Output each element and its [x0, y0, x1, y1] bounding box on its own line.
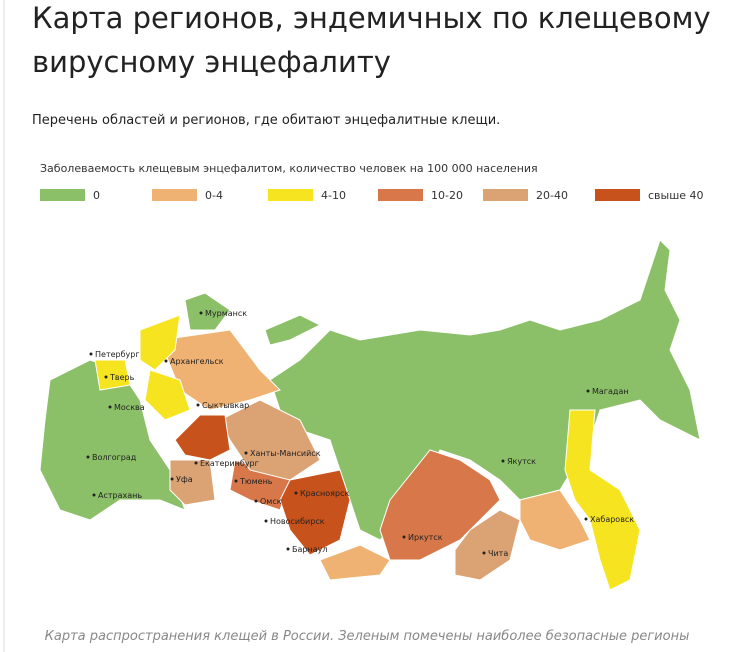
- region: [159, 329, 281, 411]
- city-dot: [194, 461, 198, 465]
- city-label: Хабаровск: [590, 515, 634, 524]
- title: Карта регионов, эндемичных по клещевому: [32, 1, 711, 35]
- region: [454, 509, 521, 581]
- city-dot: [402, 535, 406, 539]
- city-label: Ханты-Мансийск: [250, 449, 321, 458]
- city-label: Якутск: [507, 457, 536, 466]
- city-label: Астрахань: [98, 491, 142, 500]
- city-dot: [199, 311, 203, 315]
- city-label: Чита: [488, 549, 508, 558]
- city-dot: [264, 519, 268, 523]
- legend-label: 20-40: [536, 189, 568, 202]
- city-label: Барнаул: [292, 545, 327, 554]
- region: [94, 359, 131, 391]
- region: [174, 414, 231, 461]
- city-label: Тверь: [109, 373, 135, 382]
- legend-label: 0: [93, 189, 100, 202]
- legend: 0 0-4 4-10 10-20 20-40 свыше 40: [40, 189, 704, 202]
- region: [319, 544, 391, 581]
- city-dot: [89, 352, 93, 356]
- city-label: Петербург: [95, 350, 140, 359]
- region: [379, 449, 501, 561]
- city-dot: [234, 479, 238, 483]
- legend-swatch: [268, 189, 313, 201]
- city-dot: [482, 551, 486, 555]
- city-label: Омск: [260, 497, 282, 506]
- subtitle: Перечень областей и регионов, где обитаю…: [32, 113, 500, 128]
- region: [144, 369, 191, 421]
- legend-swatch: [40, 189, 85, 201]
- city-dot: [584, 517, 588, 521]
- city-labels: Мурманск Петербург Архангельск Тверь Мос…: [86, 309, 634, 558]
- map: Мурманск Петербург Архангельск Тверь Мос…: [39, 239, 701, 591]
- legend-title: Заболеваемость клещевым энцефалитом, кол…: [40, 162, 538, 175]
- city-dot: [108, 405, 112, 409]
- caption: Карта распространения клещей в России. З…: [45, 629, 690, 644]
- legend-swatch: [483, 189, 528, 201]
- legend-label: свыше 40: [648, 189, 704, 202]
- city-dot: [294, 491, 298, 495]
- city-label: Иркутск: [408, 533, 443, 542]
- city-dot: [501, 459, 505, 463]
- region: [564, 409, 641, 591]
- city-label: Уфа: [176, 475, 193, 484]
- legend-label: 4-10: [321, 189, 346, 202]
- city-label: Волгоград: [92, 453, 137, 462]
- city-dot: [92, 493, 96, 497]
- region: [264, 314, 322, 346]
- region: [219, 399, 321, 481]
- region: [519, 489, 591, 551]
- city-dot: [170, 477, 174, 481]
- city-label: Екатеринбург: [200, 459, 259, 468]
- city-label: Москва: [114, 403, 145, 412]
- city-label: Архангельск: [170, 357, 224, 366]
- city-dot: [586, 389, 590, 393]
- legend-swatch: [152, 189, 197, 201]
- title: вирусному энцефалиту: [32, 45, 391, 79]
- city-dot: [86, 455, 90, 459]
- legend-label: 10-20: [431, 189, 463, 202]
- city-dot: [164, 359, 168, 363]
- city-dot: [104, 375, 108, 379]
- legend-swatch: [595, 189, 640, 201]
- city-label: Красноярск: [300, 489, 349, 498]
- city-dot: [286, 547, 290, 551]
- city-label: Новосибирск: [270, 517, 325, 526]
- legend-swatch: [378, 189, 423, 201]
- region: [169, 459, 216, 506]
- city-dot: [196, 403, 200, 407]
- city-dot: [254, 499, 258, 503]
- legend-label: 0-4: [205, 189, 223, 202]
- city-dot: [244, 451, 248, 455]
- city-label: Сыктывкар: [202, 401, 249, 410]
- city-label: Тюмень: [239, 477, 273, 486]
- region: [184, 292, 231, 331]
- city-label: Мурманск: [205, 309, 247, 318]
- city-label: Магадан: [592, 387, 629, 396]
- region: [279, 469, 351, 556]
